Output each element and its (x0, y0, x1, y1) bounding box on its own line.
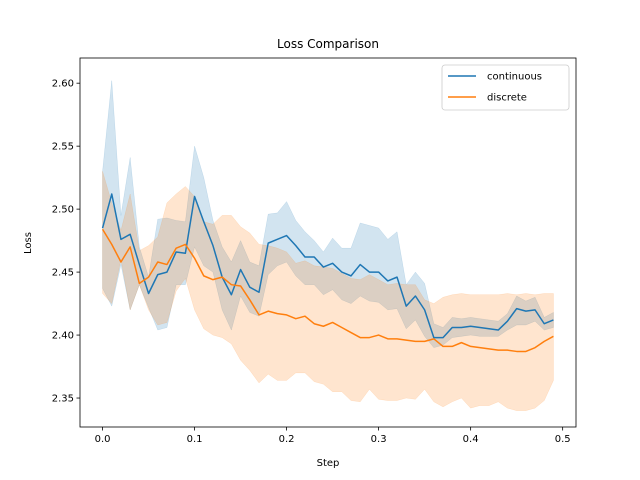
y-tick-label: 2.55 (52, 142, 74, 153)
x-tick-label: 0.4 (463, 434, 479, 445)
discrete-confidence-band (102, 171, 554, 411)
x-tick-label: 0.3 (371, 434, 387, 445)
y-tick-label: 2.35 (52, 394, 74, 405)
y-tick-label: 2.45 (52, 268, 74, 279)
plot-area (101, 80, 554, 411)
x-tick-label: 0.5 (555, 434, 571, 445)
axes-frame (79, 57, 577, 428)
legend: continuous discrete (441, 64, 570, 111)
y-axis-ticks: 2.35 2.40 2.45 2.50 2.55 2.60 (52, 79, 80, 405)
y-tick-label: 2.40 (52, 331, 74, 342)
x-axis-ticks: 0.0 0.1 0.2 0.3 0.4 0.5 (95, 427, 571, 445)
continuous-series-line (101, 193, 554, 339)
discrete-series-line (101, 228, 554, 353)
x-axis-label: Step (317, 458, 340, 469)
y-axis-label: Loss (23, 232, 34, 254)
discrete-legend-label: discrete (487, 93, 527, 104)
continuous-legend-label: continuous (487, 72, 542, 83)
continuous-confidence-band (102, 80, 554, 348)
x-tick-label: 0.1 (187, 434, 203, 445)
y-tick-label: 2.60 (52, 79, 74, 90)
y-tick-label: 2.50 (52, 205, 74, 216)
x-tick-label: 0.2 (279, 434, 295, 445)
x-tick-label: 0.0 (95, 434, 111, 445)
chart-title: Loss Comparison (277, 37, 379, 51)
